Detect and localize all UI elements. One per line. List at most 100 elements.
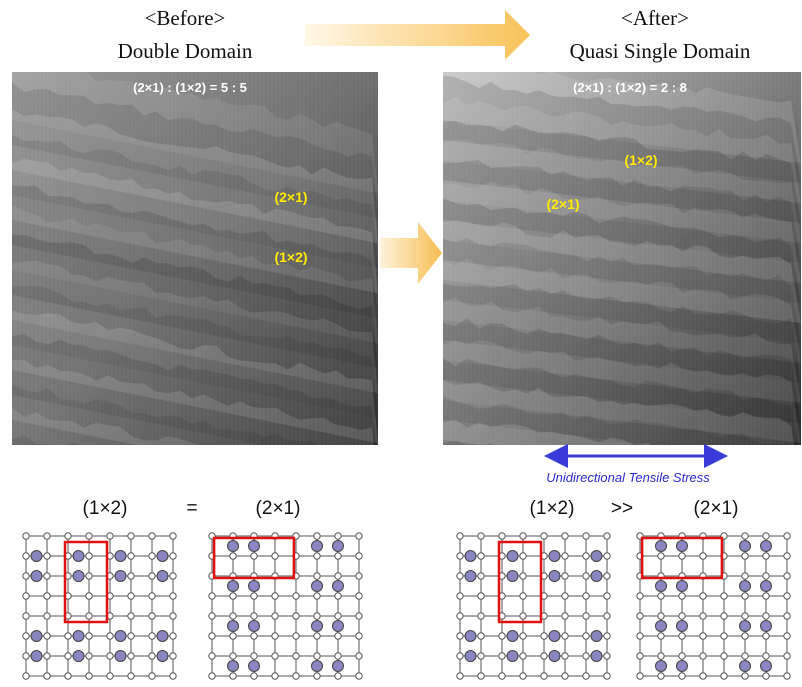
- atom: [23, 553, 29, 559]
- atom: [314, 673, 320, 679]
- atom: [335, 653, 341, 659]
- atom: [314, 613, 320, 619]
- domain-annotation: (1×2): [624, 152, 657, 168]
- dimer-atom: [677, 621, 688, 632]
- model-label: (2×1): [256, 498, 301, 519]
- domain-ratio: (2×1) : (1×2) = 2 : 8: [573, 80, 687, 95]
- dimer-atom: [249, 661, 260, 672]
- atom: [562, 573, 568, 579]
- atom: [457, 653, 463, 659]
- atom: [520, 533, 526, 539]
- dimer-atom: [761, 581, 772, 592]
- dimer-atom: [228, 661, 239, 672]
- atom: [784, 573, 790, 579]
- atom: [562, 533, 568, 539]
- atom: [314, 633, 320, 639]
- atom: [721, 613, 727, 619]
- atom: [314, 573, 320, 579]
- atom: [170, 613, 176, 619]
- atom: [700, 673, 706, 679]
- dimer-atom: [740, 621, 751, 632]
- atom: [314, 653, 320, 659]
- atom: [149, 553, 155, 559]
- stress-label: Unidirectional Tensile Stress: [546, 470, 710, 485]
- stage-title: Quasi Single Domain: [570, 39, 751, 63]
- atom: [149, 673, 155, 679]
- atom: [520, 613, 526, 619]
- terraces: [12, 60, 378, 568]
- atom: [679, 673, 685, 679]
- transition-arrow: [380, 222, 442, 284]
- atom: [742, 533, 748, 539]
- dimer-atom: [312, 581, 323, 592]
- atom: [478, 633, 484, 639]
- atom: [86, 573, 92, 579]
- atom: [128, 593, 134, 599]
- atom: [335, 593, 341, 599]
- atom: [335, 633, 341, 639]
- atom: [65, 673, 71, 679]
- atom: [457, 533, 463, 539]
- dimer-atom: [761, 621, 772, 632]
- atom: [541, 673, 547, 679]
- atom: [293, 613, 299, 619]
- atom: [335, 553, 341, 559]
- atom: [763, 573, 769, 579]
- atom: [637, 673, 643, 679]
- atom: [170, 653, 176, 659]
- atom: [457, 553, 463, 559]
- atom: [128, 653, 134, 659]
- atom: [784, 553, 790, 559]
- atom: [149, 573, 155, 579]
- atom: [763, 653, 769, 659]
- atom: [272, 633, 278, 639]
- atom: [86, 633, 92, 639]
- dimer-atom: [677, 661, 688, 672]
- dimer-atom: [507, 551, 518, 562]
- atom: [209, 613, 215, 619]
- dimer-atom: [73, 551, 84, 562]
- atom: [335, 533, 341, 539]
- atom: [583, 653, 589, 659]
- dimer-atom: [73, 571, 84, 582]
- dimer-atom: [465, 571, 476, 582]
- atom: [149, 593, 155, 599]
- atom: [230, 613, 236, 619]
- atom: [583, 533, 589, 539]
- stage-title: Double Domain: [118, 39, 253, 63]
- atom: [499, 633, 505, 639]
- atom: [742, 593, 748, 599]
- atom: [478, 533, 484, 539]
- lattice: [23, 533, 176, 679]
- dimer-atom: [333, 621, 344, 632]
- atom: [562, 553, 568, 559]
- atom: [604, 553, 610, 559]
- model-relation: =: [186, 498, 197, 519]
- atom: [149, 613, 155, 619]
- atom: [721, 593, 727, 599]
- atom: [604, 673, 610, 679]
- atom: [23, 633, 29, 639]
- atom: [128, 573, 134, 579]
- figure: <Before> Double Domain <After> Quasi Sin…: [0, 0, 802, 687]
- atom: [604, 633, 610, 639]
- atom: [742, 653, 748, 659]
- atom: [637, 593, 643, 599]
- atom: [637, 613, 643, 619]
- atom: [784, 653, 790, 659]
- atom: [457, 573, 463, 579]
- stage-label: <After>: [621, 6, 689, 30]
- dimer-atom: [465, 651, 476, 662]
- dimer-atom: [115, 631, 126, 642]
- atom: [23, 533, 29, 539]
- atom: [763, 533, 769, 539]
- atom: [457, 673, 463, 679]
- dimer-atom: [31, 551, 42, 562]
- atom: [272, 553, 278, 559]
- atom: [658, 553, 664, 559]
- atom: [763, 673, 769, 679]
- atom: [520, 553, 526, 559]
- atom: [700, 613, 706, 619]
- atom: [637, 633, 643, 639]
- dimer-atom: [740, 541, 751, 552]
